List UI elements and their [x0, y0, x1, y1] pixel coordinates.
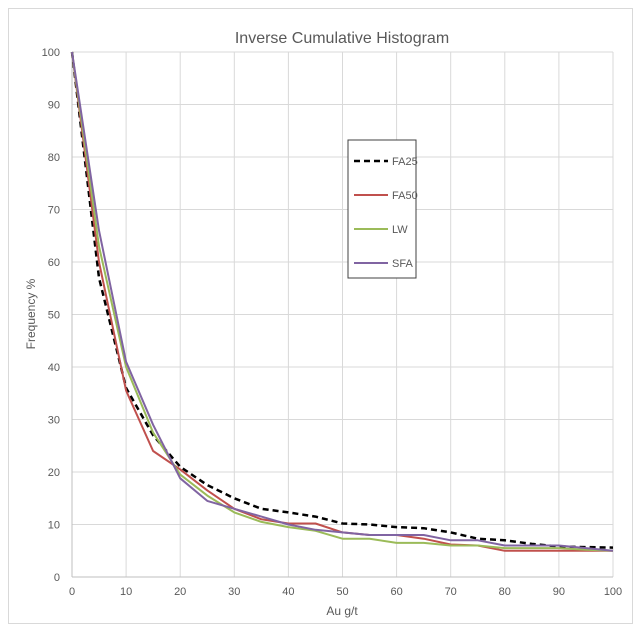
y-tick-label: 60	[48, 257, 60, 269]
chart-frame	[8, 8, 633, 624]
y-tick-label: 90	[48, 100, 60, 112]
y-tick-label: 10	[48, 520, 60, 532]
legend-label-lw: LW	[392, 224, 408, 236]
legend-label-sfa: SFA	[392, 258, 413, 270]
x-tick-label: 40	[282, 586, 294, 598]
y-tick-label: 20	[48, 467, 60, 479]
chart-title: Inverse Cumulative Histogram	[235, 30, 449, 47]
x-tick-label: 0	[69, 586, 75, 598]
x-tick-label: 100	[604, 586, 622, 598]
y-tick-label: 40	[48, 362, 60, 374]
x-tick-label: 70	[445, 586, 457, 598]
legend-label-fa25: FA25	[392, 156, 418, 168]
y-tick-label: 0	[54, 572, 60, 584]
y-tick-label: 30	[48, 415, 60, 427]
legend-label-fa50: FA50	[392, 190, 418, 202]
x-tick-label: 50	[336, 586, 348, 598]
x-tick-label: 30	[228, 586, 240, 598]
series-line-sfa	[71, 51, 614, 552]
legend-box	[347, 139, 417, 279]
y-axis-label: Frequency %	[24, 278, 38, 349]
y-tick-label: 70	[48, 205, 60, 217]
x-tick-label: 10	[120, 586, 132, 598]
x-tick-label: 90	[553, 586, 565, 598]
x-tick-label: 60	[390, 586, 402, 598]
axes: 0 10 20 30 40 50 60 70 80 90 100 0 10 20 30 40 50 60 70 80 9…	[42, 47, 623, 598]
series-line-fa25	[70, 51, 614, 549]
y-tick-label: 50	[48, 310, 60, 322]
x-axis-label: Au g/t	[326, 604, 358, 618]
y-tick-label: 80	[48, 152, 60, 164]
data-series	[70, 51, 614, 552]
grid-lines	[71, 51, 614, 578]
y-tick-label: 100	[42, 47, 60, 59]
legend: FA25 FA50 LW SFA	[347, 139, 418, 279]
x-tick-label: 80	[499, 586, 511, 598]
x-tick-label: 20	[174, 586, 186, 598]
series-line-lw	[71, 51, 614, 552]
